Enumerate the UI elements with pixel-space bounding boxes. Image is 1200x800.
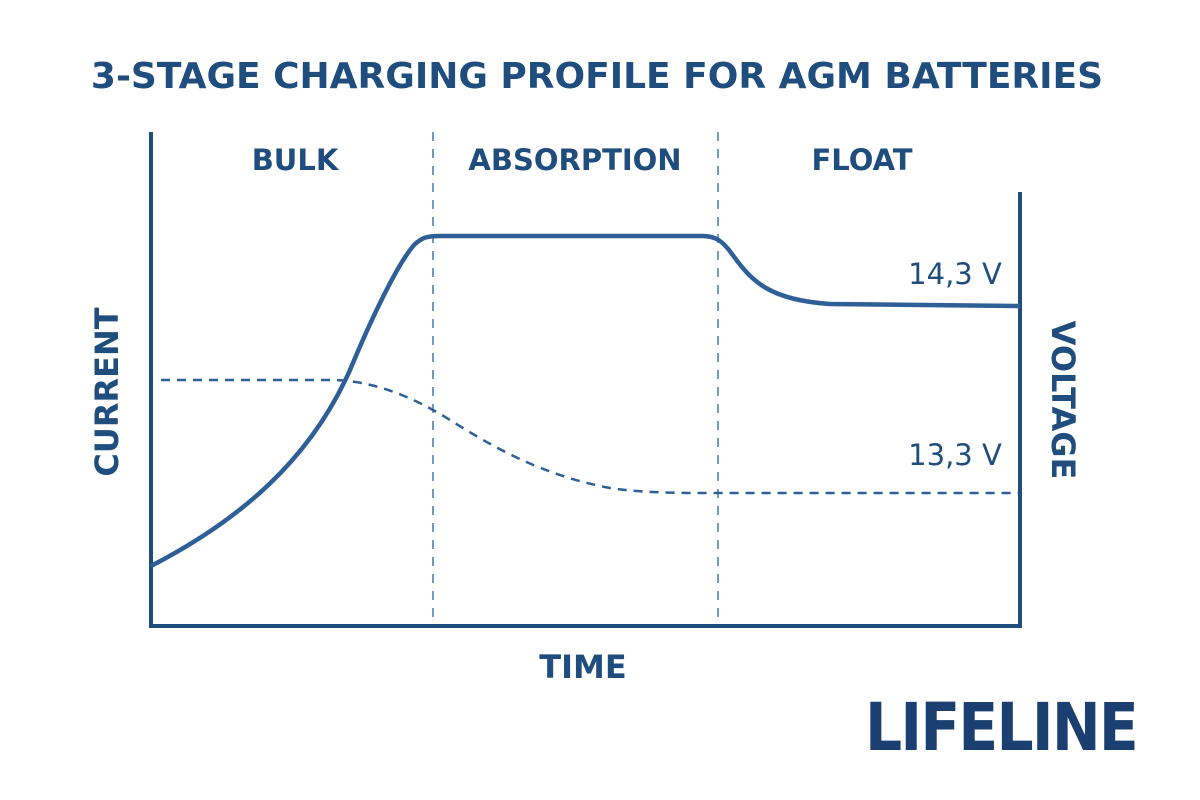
dashed-series-line xyxy=(161,378,1018,495)
y-axis-right-label: VOLTAGE xyxy=(1044,321,1082,480)
x-axis-label: TIME xyxy=(539,648,626,686)
solid-series-line xyxy=(149,233,1021,568)
y-axis-left-label: CURRENT xyxy=(88,307,126,476)
stage-label-bulk: BULK xyxy=(252,143,340,177)
lifeline-logo: LIFELINE xyxy=(865,689,1137,766)
stage-label-absorption: ABSORPTION xyxy=(468,143,681,177)
voltage-low-label: 13,3 V xyxy=(908,438,1002,472)
chart-title: 3-STAGE CHARGING PROFILE FOR AGM BATTERI… xyxy=(91,56,1103,97)
voltage-high-label: 14,3 V xyxy=(908,257,1002,291)
stage-label-float: FLOAT xyxy=(811,143,912,177)
